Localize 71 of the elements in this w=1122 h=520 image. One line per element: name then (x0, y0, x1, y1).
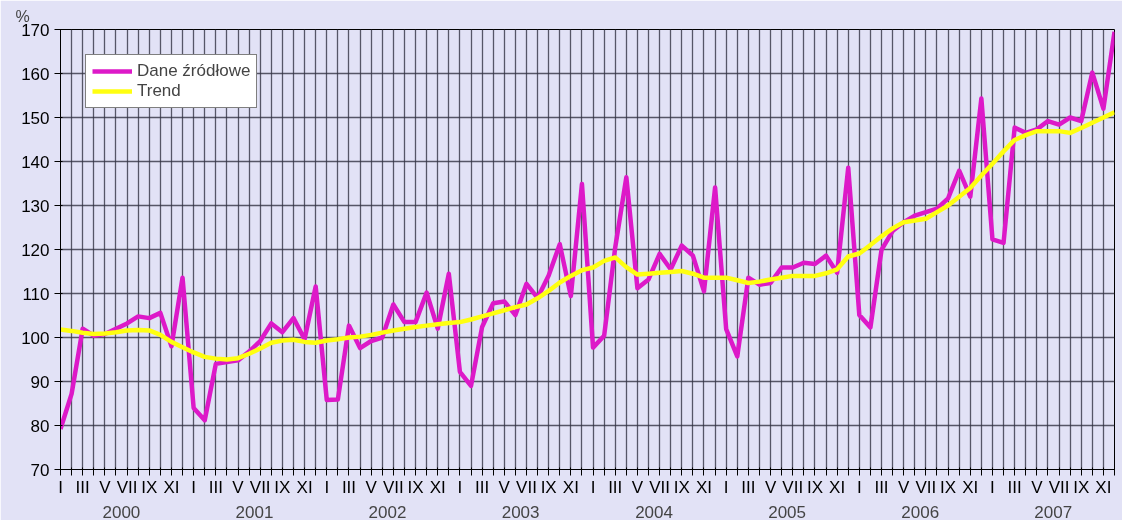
x-tick-label: VII (649, 477, 671, 497)
y-tick-label: 110 (22, 284, 50, 304)
y-tick-label: 150 (21, 108, 50, 128)
x2-tick-label: 2002 (368, 502, 407, 520)
x-tick-label: III (874, 477, 889, 497)
x-tick-label: V (232, 477, 245, 497)
y-tick-label: 100 (21, 328, 50, 348)
y-tick-label: 140 (21, 152, 50, 172)
x-tick-label: V (99, 477, 112, 497)
x-tick-label: V (498, 477, 511, 497)
x-tick-label: IX (940, 477, 957, 497)
x-tick-label: VII (1048, 477, 1070, 497)
x-tick-label: I (723, 477, 729, 497)
x-tick-label: I (990, 477, 995, 497)
x2-tick-label: 2005 (768, 502, 807, 520)
y-tick-label: 70 (30, 460, 50, 480)
x-tick-label: III (475, 477, 490, 497)
x-tick-label: VII (516, 477, 537, 497)
x-tick-label: XI (695, 477, 713, 497)
x-tick-label: I (58, 477, 63, 497)
y-tick-label: 130 (21, 196, 50, 216)
x-tick-label: IX (1073, 477, 1090, 497)
y-tick-label: 90 (30, 372, 50, 392)
x-tick-label: XI (829, 477, 846, 497)
x2-tick-label: 2007 (1034, 502, 1073, 520)
x-tick-label: IX (407, 477, 424, 497)
legend-label: Trend (137, 81, 181, 101)
x-tick-label: IX (141, 477, 158, 497)
x-tick-label: III (75, 477, 90, 497)
x-tick-label: III (208, 477, 223, 497)
y-tick-label: 80 (30, 416, 50, 436)
x-tick-label: III (741, 477, 756, 497)
x-tick-label: VII (782, 477, 804, 497)
x-tick-label: XI (1095, 477, 1112, 497)
x-tick-label: VII (249, 477, 271, 497)
x2-tick-label: 2006 (901, 502, 940, 520)
x-tick-label: I (324, 477, 330, 497)
x-tick-label: I (457, 477, 463, 497)
line-series (60, 109, 1115, 362)
x-tick-label: XI (962, 477, 979, 497)
x-tick-label: XI (429, 477, 446, 497)
y-tick-label: 120 (21, 240, 50, 260)
x-tick-label: III (341, 477, 357, 497)
x-tick-label: XI (562, 477, 579, 497)
x-tick-label: VII (915, 477, 937, 497)
x-tick-label: III (1007, 477, 1022, 497)
y-tick-label: 160 (21, 64, 50, 84)
x-tick-label: III (608, 477, 623, 497)
x-tick-label: XI (163, 477, 180, 497)
x-tick-label: V (365, 477, 378, 497)
x-tick-label: I (856, 477, 862, 497)
x-tick-label: V (631, 477, 644, 497)
x-tick-label: V (764, 477, 777, 497)
x-tick-label: IX (673, 477, 690, 497)
x-tick-label: IX (806, 477, 823, 497)
x2-tick-label: 2000 (102, 502, 141, 520)
x-tick-label: VII (382, 477, 404, 497)
x2-tick-label: 2001 (235, 502, 274, 520)
x-tick-label: IX (274, 477, 291, 497)
x-tick-label: VII (116, 477, 138, 497)
x2-tick-label: 2003 (501, 502, 540, 520)
x-tick-label: I (590, 477, 596, 497)
y-axis-title: % (15, 7, 30, 25)
x-tick-label: XI (296, 477, 313, 497)
x2-tick-label: 2004 (635, 502, 673, 520)
x-tick-label: I (191, 477, 197, 497)
x-tick-label: V (898, 477, 911, 497)
x-tick-label: IX (540, 477, 557, 497)
line-series (60, 29, 1115, 432)
legend-label: Dane źródłowe (137, 61, 251, 81)
x-tick-label: V (1031, 477, 1044, 497)
